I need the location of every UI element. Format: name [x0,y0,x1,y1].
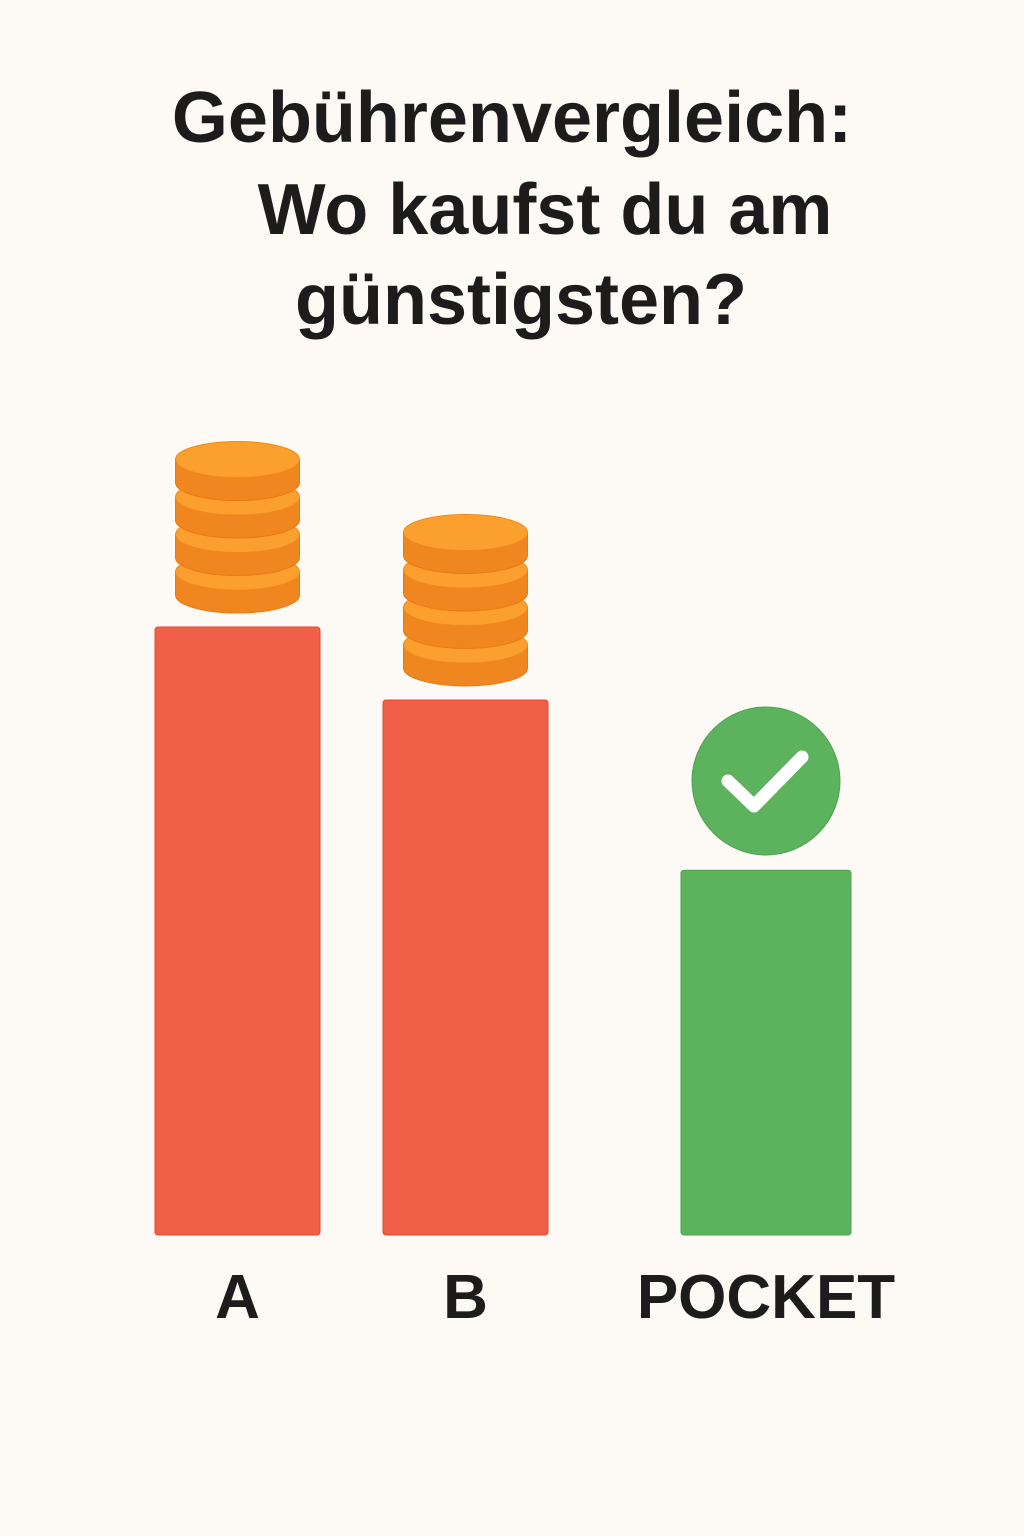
coin [175,441,300,501]
chart-title-line-3: günstigsten? [295,260,747,340]
chart-title-line-1: Gebührenvergleich: [171,78,853,158]
bar-pocket [680,869,852,1236]
bar-a [154,626,321,1236]
chart-title-line-2: Wo kaufst du am [257,170,833,250]
x-tick-label-pocket: POCKET [637,1263,895,1332]
check-circle-icon [691,706,841,856]
x-tick-label-a: A [215,1263,260,1332]
coin-stack-icon [403,513,528,687]
coin-stack-icon [175,441,300,614]
check-mark [721,750,809,813]
bar-b [382,699,549,1236]
x-tick-label-b: B [443,1263,488,1332]
coin [403,513,528,574]
